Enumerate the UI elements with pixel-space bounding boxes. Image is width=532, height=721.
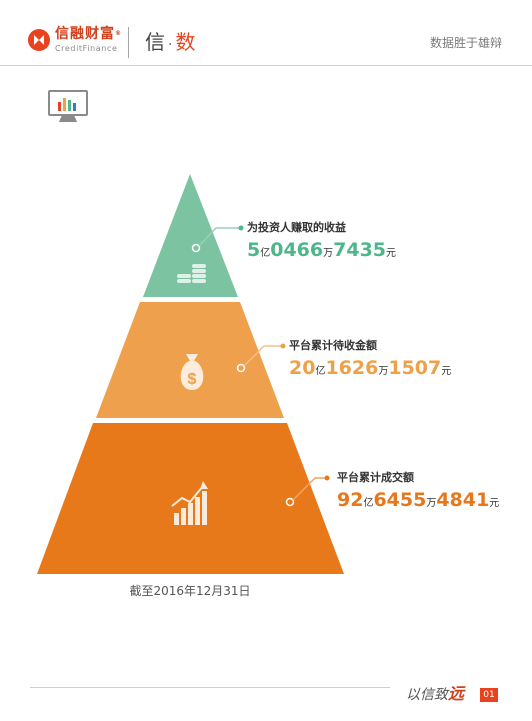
brand-name: 信融财富® xyxy=(55,26,122,42)
tier-label-top: 为投资人赚取的收益 5亿0466万7435元 xyxy=(247,221,396,265)
unit-yi: 亿 xyxy=(363,498,374,509)
header-slogan: 数据胜于雄辩 xyxy=(429,36,502,50)
date-note: 截至2016年12月31日 xyxy=(129,584,251,598)
value-yuan: 7435 xyxy=(333,239,387,261)
tier-caption: 平台累计成交额 xyxy=(337,471,414,484)
page-title-part1: 信 xyxy=(145,30,165,54)
unit-wan: 万 xyxy=(378,366,389,377)
value-yi: 92 xyxy=(337,489,364,511)
unit-yi: 亿 xyxy=(315,366,326,377)
tier-value: 20亿1626万1507元 xyxy=(289,357,451,383)
footer-slogan-main: 以信致 xyxy=(406,687,448,703)
footer-slogan: 以信致远 xyxy=(406,685,464,704)
tier-caption: 平台累计待收金额 xyxy=(289,339,377,352)
monitor-chart-icon xyxy=(48,90,88,122)
value-yi: 20 xyxy=(289,357,316,379)
brand-logo-icon xyxy=(28,29,50,51)
coin-stack-icon xyxy=(177,264,206,283)
tier-value: 92亿6455万4841元 xyxy=(337,489,499,515)
value-yi: 5 xyxy=(247,239,261,261)
money-bag-icon: $ xyxy=(180,354,204,390)
value-yuan: 4841 xyxy=(436,489,490,511)
header-divider xyxy=(128,27,129,58)
footer-slogan-accent: 远 xyxy=(448,684,465,703)
unit-yuan: 元 xyxy=(441,366,452,377)
page-title: 信 · 数 xyxy=(145,30,195,57)
value-wan: 0466 xyxy=(270,239,324,261)
svg-text:$: $ xyxy=(188,371,197,388)
registered-mark: ® xyxy=(115,30,122,37)
tier-value: 5亿0466万7435元 xyxy=(247,239,396,265)
footer-rule xyxy=(30,687,390,688)
unit-yuan: 元 xyxy=(489,498,500,509)
growth-chart-icon xyxy=(171,481,208,525)
unit-wan: 万 xyxy=(426,498,437,509)
header-rule xyxy=(0,65,532,66)
brand-english-name: CreditFinance xyxy=(55,44,118,53)
page-number: 01 xyxy=(480,688,498,702)
unit-yuan: 元 xyxy=(386,248,397,259)
value-yuan: 1507 xyxy=(388,357,442,379)
tier-label-middle: 平台累计待收金额 20亿1626万1507元 xyxy=(289,339,451,383)
page-title-part2: 数 xyxy=(175,30,196,54)
tier-label-bottom: 平台累计成交额 92亿6455万4841元 xyxy=(337,471,499,515)
pyramid-tier-bottom xyxy=(37,423,344,574)
unit-yi: 亿 xyxy=(260,248,271,259)
tier-caption: 为投资人赚取的收益 xyxy=(247,221,346,234)
value-wan: 6455 xyxy=(373,489,427,511)
page-title-dot: · xyxy=(168,37,173,53)
value-wan: 1626 xyxy=(325,357,379,379)
leader-lines xyxy=(191,225,330,507)
header: 信融财富® CreditFinance 信 · 数 数据胜于雄辩 xyxy=(0,0,532,64)
brand-name-text: 信融财富 xyxy=(55,26,115,42)
unit-wan: 万 xyxy=(323,248,334,259)
pyramid-tier-top xyxy=(143,174,238,297)
